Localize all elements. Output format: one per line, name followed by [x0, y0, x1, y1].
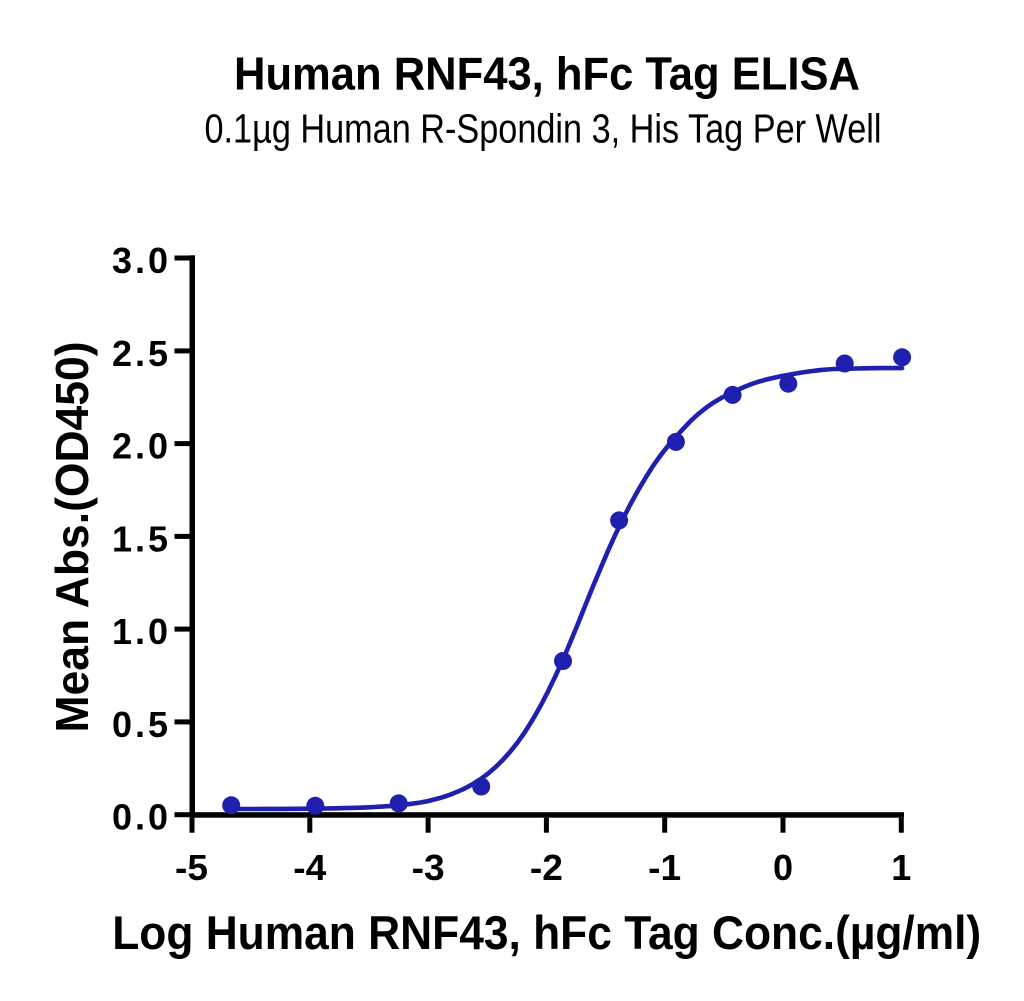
svg-text:0.0: 0.0: [112, 797, 168, 838]
svg-text:0.5: 0.5: [112, 704, 168, 745]
svg-text:Log Human RNF43, hFc Tag Conc.: Log Human RNF43, hFc Tag Conc.(µg/ml): [112, 906, 981, 959]
svg-text:1.0: 1.0: [112, 611, 168, 652]
svg-text:-5: -5: [175, 847, 208, 888]
svg-text:-2: -2: [530, 847, 563, 888]
svg-text:1.5: 1.5: [112, 518, 168, 559]
svg-text:2.0: 2.0: [112, 426, 168, 467]
svg-text:-3: -3: [412, 847, 445, 888]
svg-text:Human RNF43, hFc Tag ELISA: Human RNF43, hFc Tag ELISA: [234, 48, 860, 100]
svg-text:0: 0: [773, 847, 793, 888]
svg-text:Mean Abs.(OD450): Mean Abs.(OD450): [46, 342, 98, 733]
svg-text:-1: -1: [648, 847, 681, 888]
svg-text:1: 1: [891, 847, 911, 888]
svg-text:2.5: 2.5: [112, 333, 168, 374]
svg-text:3.0: 3.0: [112, 240, 168, 281]
svg-text:-4: -4: [293, 847, 326, 888]
svg-text:0.1µg Human R-Spondin 3, His T: 0.1µg Human R-Spondin 3, His Tag Per Wel…: [205, 106, 882, 152]
